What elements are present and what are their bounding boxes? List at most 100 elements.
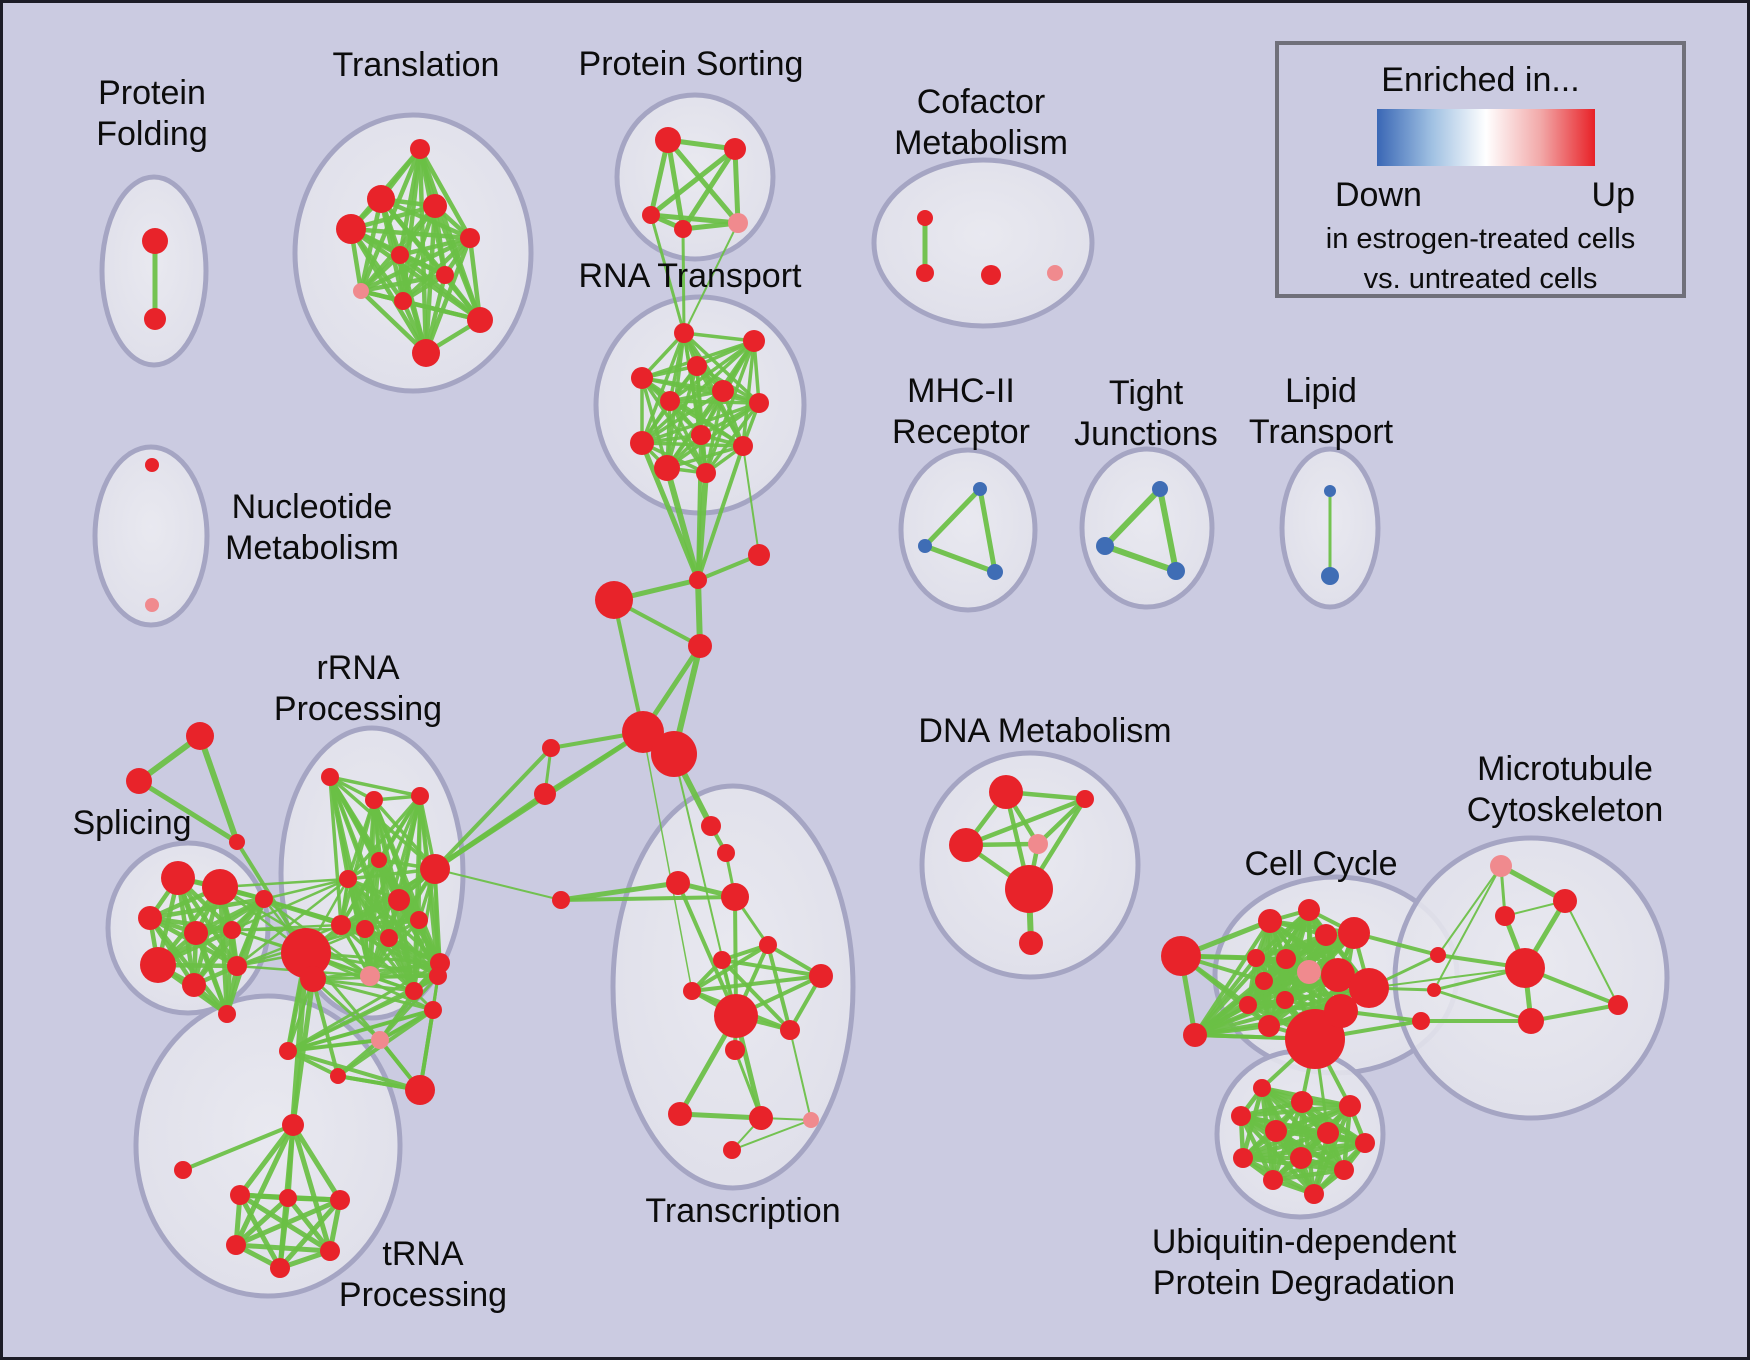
network-canvas: tRNA Processing rRNA Processing Splicing Prot…	[72, 45, 1670, 1314]
network-edge	[720, 958, 823, 978]
network-node-tx12	[668, 1102, 692, 1126]
legend-box: Enriched in... Down Up in estrogen-treat…	[1275, 41, 1686, 298]
network-node-t10	[467, 307, 493, 333]
cluster-ellipse-nucleotide-metabolism	[92, 444, 210, 628]
network-node-sp6	[255, 890, 273, 908]
network-edge	[197, 733, 240, 845]
network-node-cy6	[1276, 949, 1296, 969]
network-edge	[683, 222, 739, 334]
network-node-rt3	[687, 356, 707, 376]
network-edge	[1193, 919, 1272, 1037]
cluster-ellipse-mhc-ii-receptor	[898, 447, 1038, 613]
network-node-rr3	[411, 787, 429, 805]
network-node-mc6	[1518, 1008, 1544, 1034]
network-node-tx11	[725, 1040, 745, 1060]
network-edge	[363, 918, 421, 931]
network-node-cc7	[542, 739, 560, 757]
network-node-rt1	[674, 323, 694, 343]
network-node-bm3	[1412, 1012, 1430, 1030]
network-node-mc1	[1490, 855, 1512, 877]
network-edge	[175, 875, 240, 969]
network-node-tx9	[714, 994, 758, 1038]
network-edge	[1157, 486, 1179, 574]
network-edge	[1432, 988, 1533, 1023]
network-node-ub5	[1265, 1120, 1287, 1142]
network-node-mh3	[987, 564, 1003, 580]
network-node-sp9	[227, 956, 247, 976]
network-edge	[559, 895, 737, 902]
network-node-nm2	[145, 598, 159, 612]
network-node-tx13	[749, 1106, 773, 1130]
cluster-label-microtubule-cytoskeleton: Microtubule Cytoskeleton	[1467, 750, 1664, 829]
network-node-hub_b	[300, 966, 326, 992]
network-node-tn4	[226, 1235, 246, 1255]
network-node-br4	[279, 1042, 297, 1060]
network-edge	[467, 235, 483, 323]
network-edge	[339, 798, 376, 927]
network-node-rr5	[339, 870, 357, 888]
legend-up-label: Up	[1591, 176, 1635, 214]
network-edge	[348, 226, 429, 356]
network-edge	[789, 1029, 812, 1121]
network-edge	[677, 1111, 764, 1121]
network-edge	[417, 146, 473, 241]
cluster-ellipse-cofactor-metabolism	[871, 157, 1095, 329]
cluster-labels-layer: tRNA Processing rRNA Processing Splicing Prot…	[72, 45, 1663, 1314]
network-edge	[648, 146, 738, 218]
network-node-cc3	[595, 581, 633, 619]
network-edge	[1193, 956, 1258, 1037]
network-edge	[348, 226, 473, 241]
network-node-t11	[412, 339, 440, 367]
cluster-label-ubiquitin-degradation: Ubiquitin-dependent Protein Degradation	[1152, 1223, 1457, 1302]
network-node-tn2	[279, 1189, 297, 1207]
network-node-cy3	[1315, 924, 1337, 946]
network-node-pf2	[144, 308, 166, 330]
network-node-cc9	[552, 891, 570, 909]
network-edge	[664, 465, 701, 583]
network-node-rr13	[360, 966, 380, 986]
network-node-ub9	[1290, 1147, 1312, 1169]
network-edge	[922, 486, 983, 549]
network-node-rr10	[356, 920, 374, 938]
network-node-cy9	[1349, 968, 1389, 1008]
network-edge	[1102, 486, 1163, 549]
network-edge	[648, 212, 741, 226]
network-node-dm1	[989, 775, 1023, 809]
network-node-tn1	[230, 1185, 250, 1205]
network-node-rr2	[365, 791, 383, 809]
network-node-cc5	[622, 711, 664, 753]
cluster-label-mhc-ii-receptor: MHC-II Receptor	[892, 372, 1030, 451]
network-edge	[1529, 1003, 1620, 1023]
network-node-mh1	[973, 482, 987, 496]
network-node-mh2	[918, 539, 932, 553]
network-edge	[262, 877, 350, 901]
network-edge	[418, 974, 440, 1092]
network-node-cm3	[981, 265, 1001, 285]
network-node-mc2	[1553, 889, 1577, 913]
network-node-rt6	[660, 391, 680, 411]
network-edge	[1437, 865, 1502, 956]
network-edge	[290, 1122, 333, 1254]
network-edge	[640, 441, 745, 448]
network-edge	[640, 401, 761, 445]
network-node-sp10	[218, 1005, 236, 1023]
network-node-sp7	[140, 947, 176, 983]
network-edge	[732, 146, 741, 226]
network-node-bm2	[1427, 983, 1441, 997]
network-node-t7	[436, 266, 454, 284]
network-node-tj2	[1096, 537, 1114, 555]
network-node-tn6	[270, 1258, 290, 1278]
network-node-cy13	[1258, 1015, 1280, 1037]
network-edge	[640, 376, 761, 405]
network-node-rr14	[405, 982, 423, 1000]
network-node-cy12	[1276, 991, 1294, 1009]
network-node-cc4	[688, 634, 712, 658]
network-node-br3	[330, 1068, 346, 1084]
network-node-rt2	[743, 330, 765, 352]
cluster-label-tight-junctions: Tight Junctions	[1074, 374, 1218, 453]
network-edge	[346, 794, 422, 881]
network-edge	[432, 203, 483, 323]
network-node-ub8	[1233, 1148, 1253, 1168]
network-edge	[682, 331, 756, 343]
network-edge	[1433, 865, 1502, 991]
